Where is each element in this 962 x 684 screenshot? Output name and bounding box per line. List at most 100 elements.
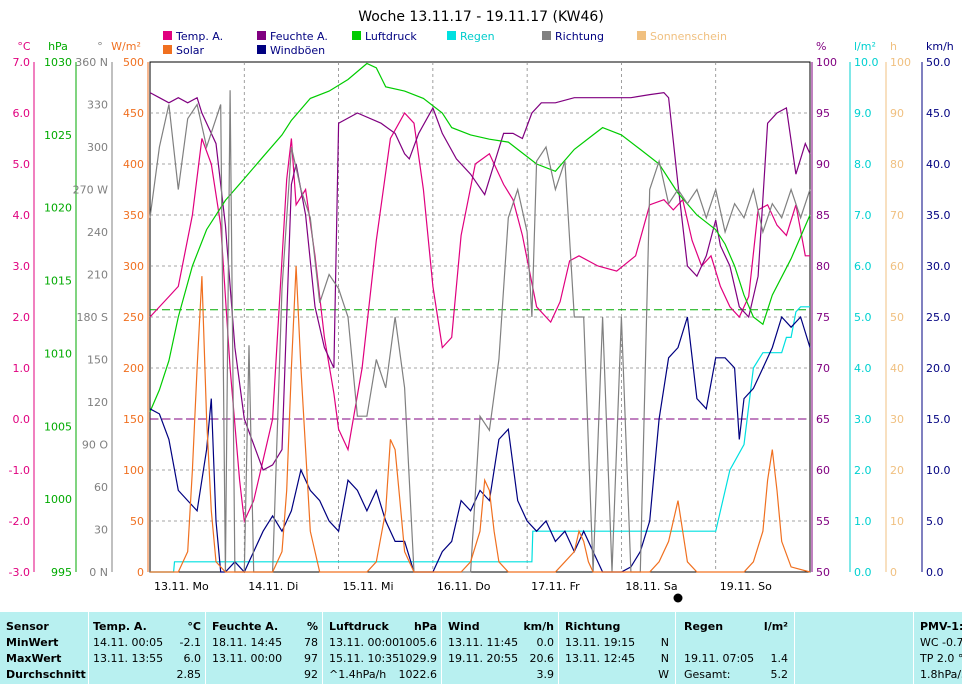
- axis-tick-label: 100: [816, 56, 837, 69]
- legend-label: Temp. A.: [175, 30, 223, 43]
- legend: Temp. A. Feuchte A. Luftdruck Regen Richtung…: [163, 30, 727, 57]
- feuchte-max-value: 97: [304, 652, 318, 665]
- x-tick-label: 14.11. Di: [248, 580, 298, 593]
- stats-sensor: Sensor MinWert MaxWert Durchschnitt: [0, 612, 89, 684]
- wind-header: Wind: [448, 620, 480, 633]
- luftdruck-avg-value: 1022.6: [398, 668, 438, 681]
- legend-swatch: [542, 31, 551, 40]
- pmv-line1: WC -0.7: [920, 636, 962, 649]
- axis-tick-label: 20.0: [926, 362, 951, 375]
- axis-tick-label: 995: [51, 566, 72, 579]
- temp-max-value: 6.0: [183, 652, 202, 665]
- axis-tick-label: 330: [87, 99, 108, 112]
- axis-tick-label: 120: [87, 396, 108, 409]
- axis-unit: hPa: [48, 40, 68, 53]
- wind-max-time: 19.11. 20:55: [448, 652, 519, 665]
- stats-wind: Wind km/h 13.11. 11:45 0.0 19.11. 20:55 …: [442, 612, 559, 684]
- legend-swatch: [447, 31, 456, 40]
- axis-tick-label: 1015: [44, 275, 72, 288]
- axis-tick-label: 180 S: [77, 311, 108, 324]
- wind-max-value: 20.6: [529, 652, 555, 665]
- feuchte-avg-value: 92: [304, 668, 318, 681]
- row-min-label: MinWert: [6, 636, 59, 649]
- x-tick-label: 16.11. Do: [437, 580, 491, 593]
- axis-tick-label: 1025: [44, 129, 72, 142]
- stats-luftdruck: Luftdruck hPa 13.11. 00:00 1005.6 15.11.…: [323, 612, 442, 684]
- feuchte-min-time: 18.11. 14:45: [212, 636, 283, 649]
- position-marker-icon: [673, 593, 683, 603]
- axis-tick-label: 100: [890, 56, 911, 69]
- axis-tick-label: 1005: [44, 420, 72, 433]
- axis-tick-label: 90: [816, 158, 830, 171]
- axes: °C 7.0 6.0 5.0 4.0 3.0 2.0 1.0 0.0 -1.0 -2.0 -3.0 hP…: [9, 40, 954, 579]
- axis-unit: °C: [17, 40, 31, 53]
- regen-total-label: Gesamt:: [684, 668, 731, 681]
- axis-tick-label: 40.0: [926, 158, 951, 171]
- stats-pmv: PMV-1: WC -0.7 TP 2.0 °( 1.8hPa/3: [914, 612, 962, 684]
- axis-tick-label: 75: [816, 311, 830, 324]
- axis-unit: W/m²: [111, 40, 141, 53]
- axis-unit: km/h: [926, 40, 954, 53]
- row-avg-label: Durchschnitt: [6, 668, 86, 681]
- axis-tick-label: 80: [816, 260, 830, 273]
- axis-unit: %: [816, 40, 826, 53]
- axis-tick-label: 0: [890, 566, 897, 579]
- x-tick-label: 17.11. Fr: [531, 580, 580, 593]
- axis-tick-label: 25.0: [926, 311, 951, 324]
- axis-tick-label: 1020: [44, 202, 72, 215]
- axis-tick-label: 10.0: [926, 464, 951, 477]
- wind-unit: km/h: [523, 620, 554, 633]
- axis-tick-label: 7.0: [13, 56, 31, 69]
- axis-tick-label: 210: [87, 269, 108, 282]
- axis-tick-label: 0: [137, 566, 144, 579]
- series: [149, 62, 811, 574]
- axis-tick-label: 150: [123, 413, 144, 426]
- axis-tick-label: 270 W: [73, 184, 108, 197]
- luftdruck-header: Luftdruck: [329, 620, 389, 633]
- stats-empty: [795, 612, 914, 684]
- axis-tick-label: 80: [890, 158, 904, 171]
- temp-avg-value: 2.85: [176, 668, 202, 681]
- wind-avg-value: 3.9: [536, 668, 555, 681]
- luftdruck-max-time: 15.11. 10:35: [329, 652, 400, 665]
- temp-header: Temp. A.: [93, 620, 147, 633]
- axis-tick-label: -3.0: [9, 566, 30, 579]
- axis-tick-label: 1000: [44, 493, 72, 506]
- axis-tick-label: 0.0: [854, 566, 872, 579]
- axis-tick-label: -1.0: [9, 464, 30, 477]
- axis-tick-label: 0.0: [926, 566, 944, 579]
- chart-title: Woche 13.11.17 - 19.11.17 (KW46): [358, 9, 604, 25]
- x-tick-label: 19.11. So: [720, 580, 772, 593]
- axis-tick-label: 70: [816, 362, 830, 375]
- axis-tick-label: 9.0: [854, 107, 872, 120]
- axis-tick-label: 4.0: [13, 209, 31, 222]
- axis-tick-label: 35.0: [926, 209, 951, 222]
- legend-swatch: [257, 45, 266, 54]
- axis-tick-label: 500: [123, 56, 144, 69]
- axis-tick-label: 150: [87, 354, 108, 367]
- axis-tick-label: 90: [890, 107, 904, 120]
- axis-tick-label: 400: [123, 158, 144, 171]
- axis-tick-label: 360 N: [75, 56, 108, 69]
- luftdruck-trend: ^1.4hPa/h: [329, 668, 387, 681]
- luftdruck-unit: hPa: [413, 620, 437, 633]
- weather-chart: Woche 13.11.17 - 19.11.17 (KW46) Temp. A…: [9, 9, 954, 603]
- richtung-min-value: N: [660, 636, 669, 649]
- regen-unit: l/m²: [763, 620, 788, 633]
- axis-tick-label: 10: [890, 515, 904, 528]
- x-tick-label: 13.11. Mo: [154, 580, 209, 593]
- series-line-luftdruck: [149, 62, 811, 412]
- pmv-line3: 1.8hPa/3: [920, 668, 962, 681]
- legend-label: Windböen: [270, 44, 325, 57]
- legend-label: Sonnenschein: [650, 30, 727, 43]
- axis-tick-label: 15.0: [926, 413, 951, 426]
- legend-swatch: [257, 31, 266, 40]
- legend-label: Feuchte A.: [270, 30, 328, 43]
- legend-label: Richtung: [555, 30, 604, 43]
- axis-tick-label: 350: [123, 209, 144, 222]
- legend-swatch: [163, 45, 172, 54]
- axis-tick-label: 5.0: [13, 158, 31, 171]
- axis-tick-label: 50: [130, 515, 144, 528]
- axis-tick-label: 250: [123, 311, 144, 324]
- axis-tick-label: 100: [123, 464, 144, 477]
